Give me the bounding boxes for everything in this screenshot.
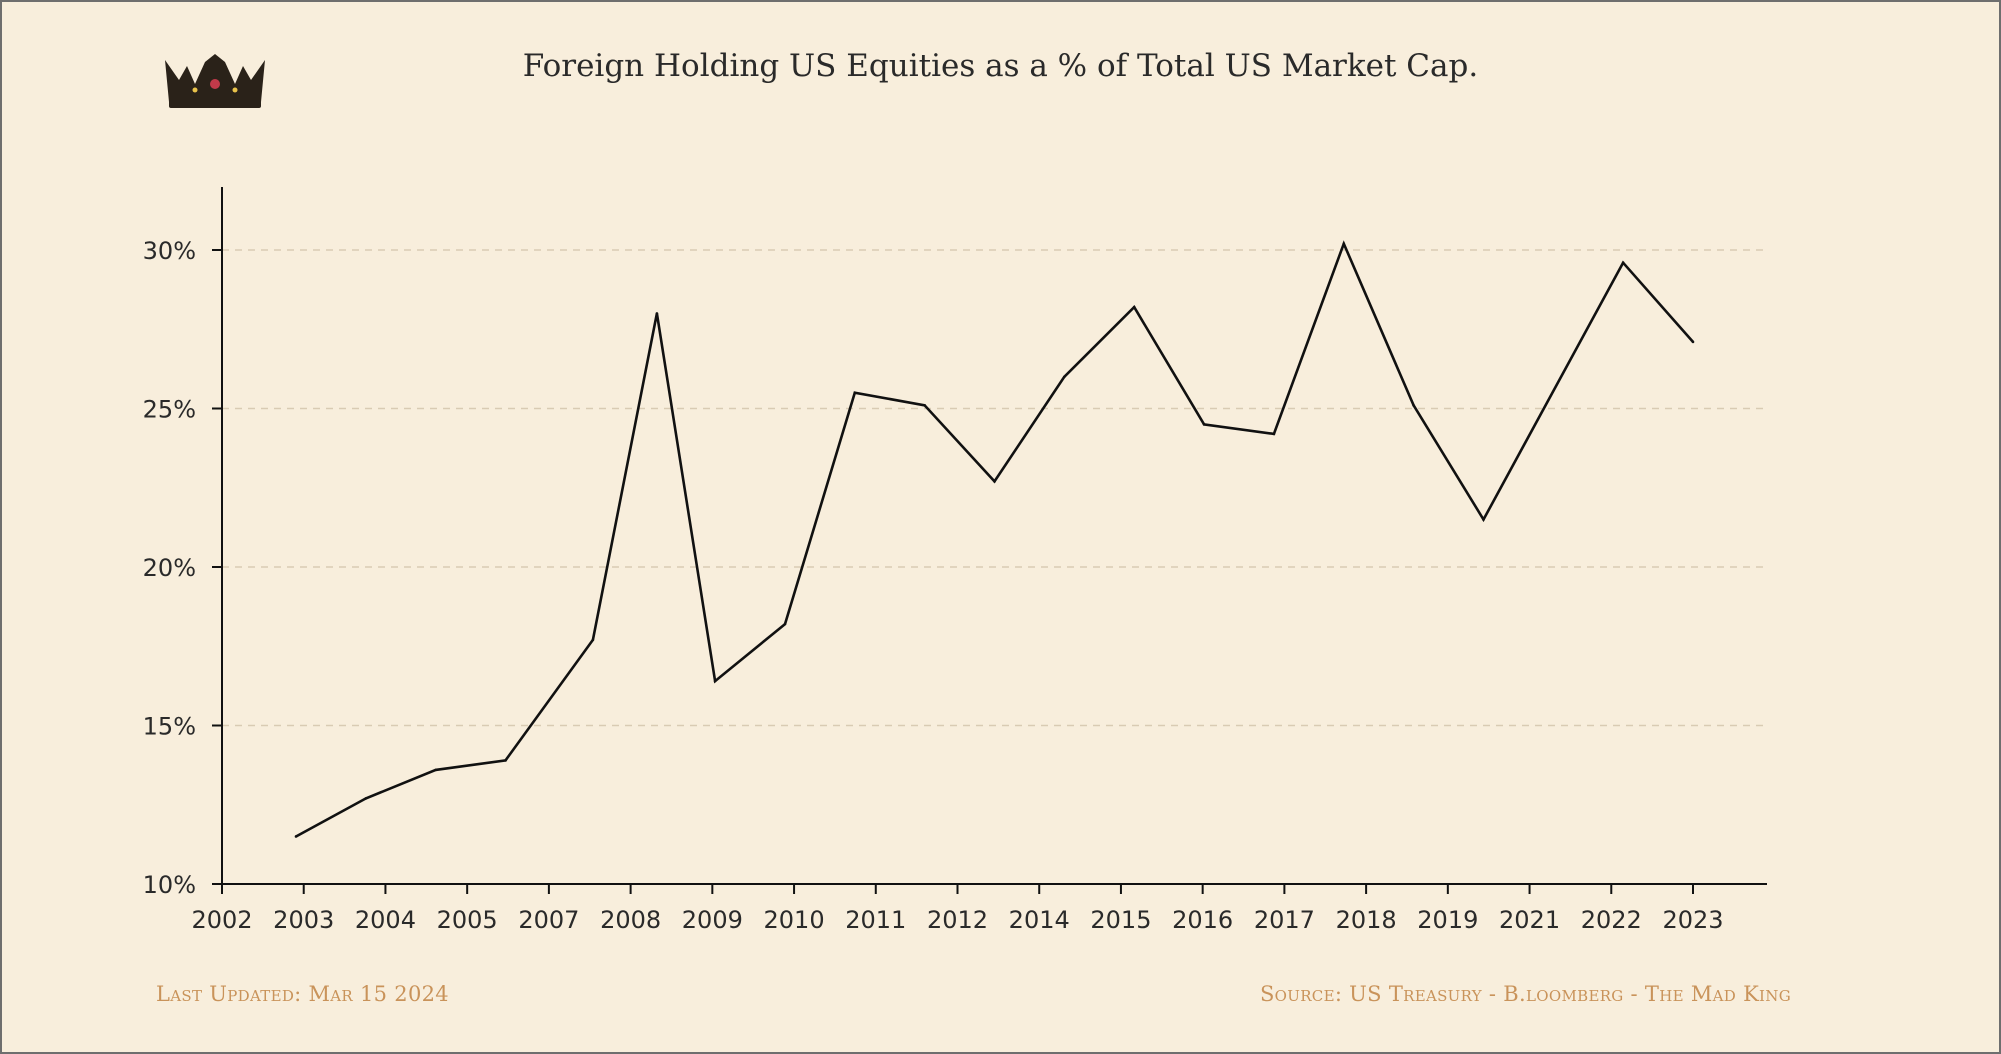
data-point (434, 768, 438, 772)
data-point (1342, 242, 1346, 245)
data-point (713, 679, 717, 683)
data-point (1412, 404, 1415, 407)
x-tick-label: 2004 (355, 906, 416, 934)
data-point (294, 835, 298, 838)
x-tick-label: 2009 (682, 906, 743, 934)
data-point (1621, 261, 1625, 264)
y-tick-label: 15% (143, 713, 196, 741)
x-tick-label: 2005 (437, 906, 498, 934)
last-updated-text: Last Updated: Mar 15 2024 (156, 982, 449, 1006)
data-point (504, 759, 507, 762)
x-tick-label: 2012 (927, 906, 988, 934)
x-tick-label: 2010 (764, 906, 825, 934)
x-tick-label: 2023 (1662, 906, 1723, 934)
x-tick-label: 2015 (1090, 906, 1151, 934)
x-tick-label: 2018 (1336, 906, 1397, 934)
x-tick-label: 2011 (845, 906, 906, 934)
data-point (591, 638, 595, 642)
y-tick-label: 20% (143, 554, 196, 582)
x-tick-label: 2016 (1172, 906, 1233, 934)
series-line (295, 240, 1694, 838)
data-point (364, 797, 368, 800)
chart-title: Foreign Holding US Equities as a % of To… (522, 48, 1479, 84)
y-tick-label: 30% (143, 237, 196, 265)
x-tick-label: 2021 (1499, 906, 1560, 934)
x-tick-label: 2017 (1254, 906, 1315, 934)
data-point (1691, 340, 1695, 344)
data-point (923, 404, 926, 407)
data-point (1272, 432, 1276, 436)
y-tick-label: 10% (143, 871, 196, 899)
x-tick-label: 2002 (191, 906, 252, 934)
x-tick-label: 2019 (1417, 906, 1478, 934)
data-point (1132, 305, 1136, 309)
crown-icon (165, 54, 265, 108)
x-tick-label: 2008 (600, 906, 661, 934)
data-point (783, 622, 787, 626)
x-tick-label: 2014 (1009, 906, 1070, 934)
data-point (1063, 375, 1066, 379)
data-point (993, 480, 996, 483)
x-tick-label: 2003 (273, 906, 334, 934)
y-tick-label: 25% (143, 396, 196, 424)
x-tick-label: 2007 (518, 906, 579, 934)
data-point (1202, 423, 1206, 426)
data-point (655, 312, 659, 315)
data-point (853, 391, 857, 394)
source-text: Source: US Treasury - B.loomberg - The M… (1259, 982, 1791, 1006)
x-tick-label: 2022 (1581, 906, 1642, 934)
data-point (1482, 518, 1485, 521)
